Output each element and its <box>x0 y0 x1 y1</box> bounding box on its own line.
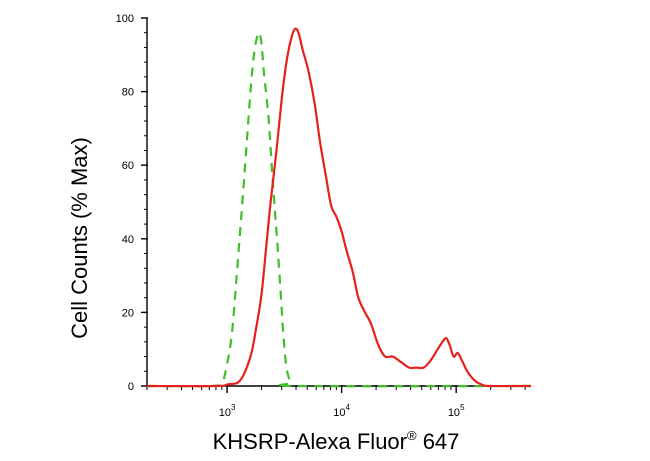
x-tick-label: 105 <box>448 403 465 419</box>
y-tick-label: 60 <box>122 160 134 172</box>
series-line-red-solid <box>146 27 532 388</box>
x-tick-exponent: 5 <box>460 403 465 412</box>
y-axis-ticks: 0 20 40 60 80 100 <box>116 13 148 393</box>
x-axis-label-suffix: 647 <box>417 429 460 454</box>
x-tick-base: 10 <box>333 407 345 419</box>
series-group <box>146 27 532 388</box>
y-tick-label: 20 <box>122 307 134 319</box>
x-axis-label: KHSRP-Alexa Fluor® 647 <box>213 428 460 454</box>
x-axis-label-text: KHSRP-Alexa Fluor <box>213 429 407 454</box>
x-tick-base: 10 <box>219 407 231 419</box>
x-tick-base: 10 <box>448 407 460 419</box>
y-tick-label: 80 <box>122 87 134 99</box>
axes <box>146 18 531 387</box>
series-line-green-dashed <box>146 31 532 388</box>
x-tick-label: 103 <box>219 403 236 419</box>
y-tick-label: 40 <box>122 234 134 246</box>
x-tick-exponent: 4 <box>346 403 351 412</box>
y-axis-label: Cell Counts (% Max) <box>67 137 92 339</box>
y-tick-label: 100 <box>116 13 134 25</box>
y-tick-label: 0 <box>128 381 134 393</box>
x-tick-label: 104 <box>333 403 350 419</box>
x-axis-ticks: 103 104 105 <box>146 385 526 419</box>
x-axis-label-mark: ® <box>407 428 417 443</box>
x-tick-exponent: 3 <box>231 403 236 412</box>
